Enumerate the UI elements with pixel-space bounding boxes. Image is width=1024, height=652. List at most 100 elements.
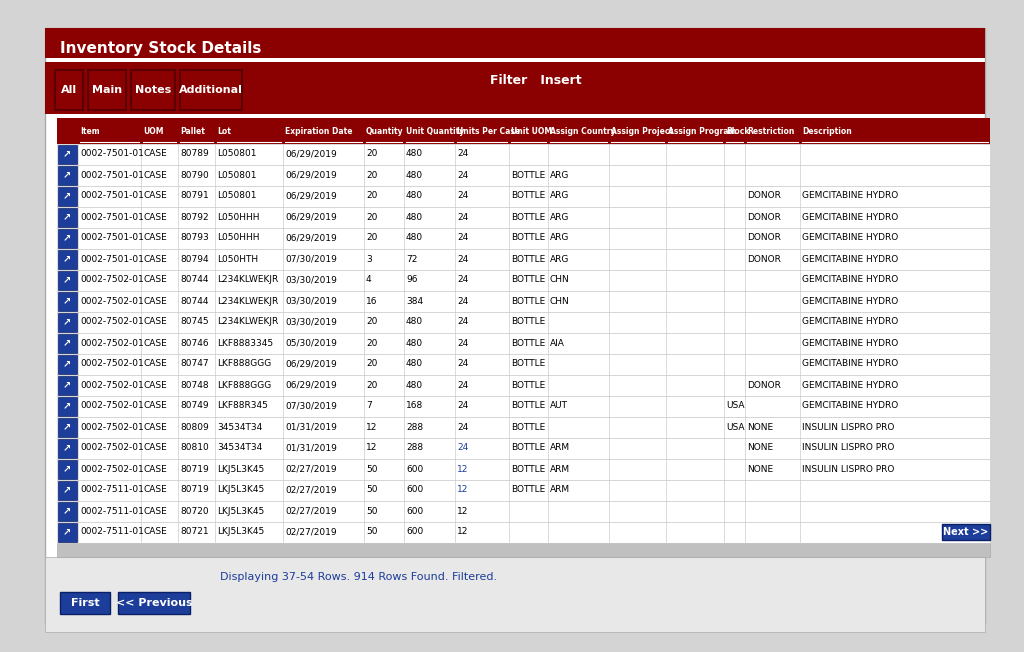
Text: 600: 600 xyxy=(406,486,423,494)
Text: 20: 20 xyxy=(366,338,378,348)
Text: 80792: 80792 xyxy=(180,213,209,222)
Text: All: All xyxy=(61,85,77,95)
Text: BOTTLE: BOTTLE xyxy=(511,297,545,306)
Text: L050801: L050801 xyxy=(217,192,256,201)
Text: ↗: ↗ xyxy=(62,191,71,201)
Bar xyxy=(58,187,77,206)
Text: 07/30/2019: 07/30/2019 xyxy=(285,254,337,263)
Text: INSULIN LISPRO PRO: INSULIN LISPRO PRO xyxy=(802,464,894,473)
Text: GEMCITABINE HYDRO: GEMCITABINE HYDRO xyxy=(802,318,898,327)
Text: 06/29/2019: 06/29/2019 xyxy=(285,171,337,179)
Bar xyxy=(57,228,990,249)
Text: 480: 480 xyxy=(406,233,423,243)
Text: 06/29/2019: 06/29/2019 xyxy=(285,192,337,201)
Text: Pallet: Pallet xyxy=(180,126,205,136)
Bar xyxy=(57,417,990,438)
Text: 50: 50 xyxy=(366,464,378,473)
Text: 24: 24 xyxy=(457,254,468,263)
Text: Block: Block xyxy=(726,126,750,136)
Text: 20: 20 xyxy=(366,233,378,243)
Text: 20: 20 xyxy=(366,171,378,179)
Text: LKF88R345: LKF88R345 xyxy=(217,402,268,411)
Text: CHN: CHN xyxy=(550,276,569,284)
Text: ↗: ↗ xyxy=(62,170,71,180)
Text: ↗: ↗ xyxy=(62,149,71,159)
Text: CASE: CASE xyxy=(143,149,167,158)
Text: CASE: CASE xyxy=(143,464,167,473)
Text: 01/31/2019: 01/31/2019 xyxy=(285,443,337,452)
Text: Unit Quantity: Unit Quantity xyxy=(406,126,464,136)
Text: Inventory Stock Details: Inventory Stock Details xyxy=(60,40,261,55)
Text: 0002-7502-01: 0002-7502-01 xyxy=(80,464,143,473)
Text: 0002-7502-01: 0002-7502-01 xyxy=(80,443,143,452)
Text: BOTTLE: BOTTLE xyxy=(511,254,545,263)
Text: Units Per Case: Units Per Case xyxy=(457,126,520,136)
Text: 80747: 80747 xyxy=(180,359,209,368)
Text: 24: 24 xyxy=(457,381,468,389)
Text: BOTTLE: BOTTLE xyxy=(511,338,545,348)
Text: 0002-7502-01: 0002-7502-01 xyxy=(80,422,143,432)
Text: 0002-7501-01: 0002-7501-01 xyxy=(80,254,144,263)
Text: 480: 480 xyxy=(406,381,423,389)
Bar xyxy=(57,459,990,480)
Bar xyxy=(57,118,990,144)
Text: NONE: NONE xyxy=(746,464,773,473)
Text: 80720: 80720 xyxy=(180,507,209,516)
Text: << Previous: << Previous xyxy=(116,598,193,608)
Text: 480: 480 xyxy=(406,192,423,201)
Text: 80810: 80810 xyxy=(180,443,209,452)
Text: LKF8883345: LKF8883345 xyxy=(217,338,273,348)
Text: BOTTLE: BOTTLE xyxy=(511,171,545,179)
Text: CASE: CASE xyxy=(143,359,167,368)
Text: L050HTH: L050HTH xyxy=(217,254,258,263)
Text: 0002-7501-01: 0002-7501-01 xyxy=(80,233,144,243)
Text: BOTTLE: BOTTLE xyxy=(511,464,545,473)
Text: CASE: CASE xyxy=(143,402,167,411)
Text: 480: 480 xyxy=(406,318,423,327)
Bar xyxy=(57,543,990,557)
Text: 12: 12 xyxy=(366,443,378,452)
Text: 20: 20 xyxy=(366,192,378,201)
Text: L050HHH: L050HHH xyxy=(217,233,259,243)
Text: 12: 12 xyxy=(366,422,378,432)
Text: CASE: CASE xyxy=(143,171,167,179)
Text: CASE: CASE xyxy=(143,338,167,348)
Text: ↗: ↗ xyxy=(62,317,71,327)
Text: L234KLWEKJR: L234KLWEKJR xyxy=(217,318,279,327)
Text: 4: 4 xyxy=(366,276,372,284)
Text: 24: 24 xyxy=(457,338,468,348)
Text: DONOR: DONOR xyxy=(746,213,781,222)
Text: 50: 50 xyxy=(366,486,378,494)
Text: 480: 480 xyxy=(406,359,423,368)
Text: L050HHH: L050HHH xyxy=(217,213,259,222)
Text: Notes: Notes xyxy=(135,85,171,95)
Text: ARG: ARG xyxy=(550,233,569,243)
Text: 20: 20 xyxy=(366,318,378,327)
Bar xyxy=(57,396,990,417)
Text: ARM: ARM xyxy=(550,464,570,473)
Text: 0002-7502-01: 0002-7502-01 xyxy=(80,359,143,368)
Text: Expiration Date: Expiration Date xyxy=(285,126,352,136)
Text: ↗: ↗ xyxy=(62,233,71,243)
Text: 03/30/2019: 03/30/2019 xyxy=(285,297,337,306)
Text: 02/27/2019: 02/27/2019 xyxy=(285,464,337,473)
Text: Quantity: Quantity xyxy=(366,126,403,136)
Text: CASE: CASE xyxy=(143,507,167,516)
Text: BOTTLE: BOTTLE xyxy=(511,213,545,222)
Text: Lot: Lot xyxy=(217,126,230,136)
Text: AIA: AIA xyxy=(550,338,565,348)
Text: 50: 50 xyxy=(366,527,378,537)
Text: 02/27/2019: 02/27/2019 xyxy=(285,486,337,494)
Text: 02/27/2019: 02/27/2019 xyxy=(285,507,337,516)
Bar xyxy=(57,144,990,165)
Text: 03/30/2019: 03/30/2019 xyxy=(285,318,337,327)
Text: ARM: ARM xyxy=(550,443,570,452)
Text: 24: 24 xyxy=(457,213,468,222)
Bar xyxy=(57,501,990,522)
Text: LKF888GGG: LKF888GGG xyxy=(217,359,271,368)
Text: Description: Description xyxy=(802,126,852,136)
Bar xyxy=(58,271,77,290)
Bar xyxy=(57,270,990,291)
Text: 06/29/2019: 06/29/2019 xyxy=(285,381,337,389)
Text: Main: Main xyxy=(92,85,122,95)
